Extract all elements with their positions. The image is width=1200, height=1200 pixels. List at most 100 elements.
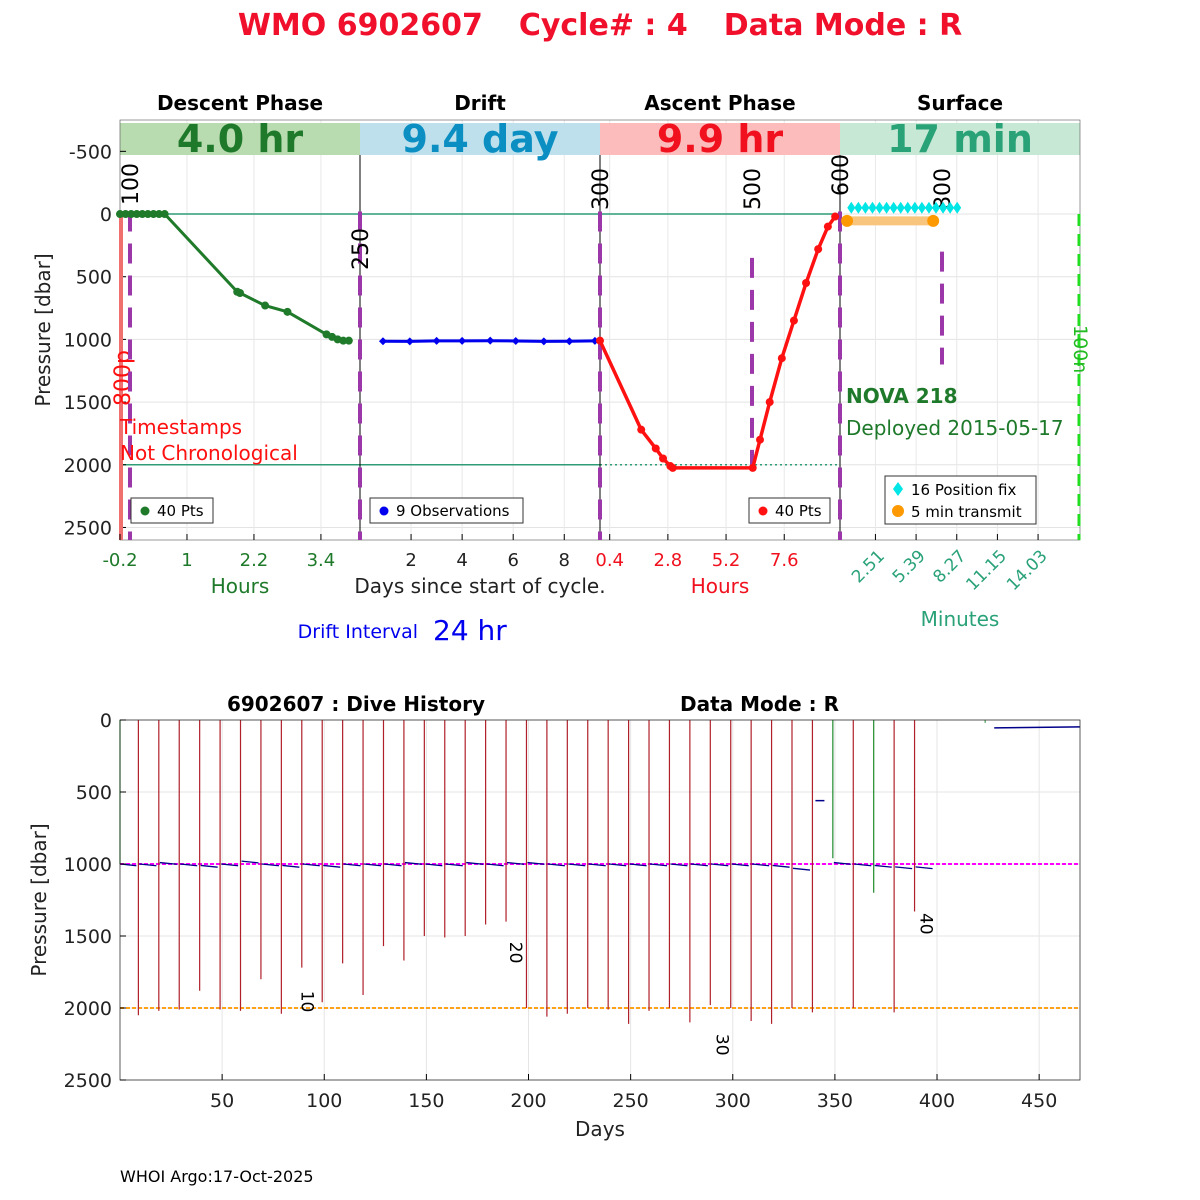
data-point-descent: [116, 210, 124, 219]
x-tick-label-ascent: 2.8: [654, 550, 683, 571]
drift-trace: [915, 866, 933, 870]
y-tick-label: 500: [76, 782, 112, 804]
drift-trace: [649, 863, 668, 867]
data-point-descent: [155, 210, 164, 219]
legend-position-label: 16 Position fix: [911, 481, 1016, 499]
drift-trace: [384, 863, 402, 867]
drift-trace: [895, 866, 913, 870]
y-tick-label: 2500: [64, 517, 112, 539]
annotation-not-chronological: Not Chronological: [120, 441, 298, 465]
title-wmo: WMO 6902607: [238, 8, 483, 43]
footer-credit: WHOI Argo:17-Oct-2025: [120, 1167, 314, 1186]
data-point-ascent: [756, 435, 764, 444]
marker-label-100: 100: [119, 163, 144, 205]
phase-band-surface: [840, 123, 1080, 155]
legend-transmit-symbol: [892, 505, 904, 517]
phase-title-descent: Descent Phase: [157, 91, 323, 115]
data-point-descent: [236, 289, 244, 298]
y-tick-label: 2000: [64, 998, 112, 1020]
drift-trace: [404, 861, 422, 865]
y-tick-label: -500: [69, 141, 112, 163]
plot-frame: [119, 719, 1081, 1081]
legend-descent-symbol: [140, 506, 150, 516]
float-name: NOVA 218: [846, 384, 958, 408]
phase-duration-descent: 4.0 hr: [177, 117, 304, 161]
dive-history-title: 6902607 : Dive History: [227, 692, 485, 716]
x-unit-label-ascent: Hours: [691, 574, 750, 598]
data-point-drift: [432, 336, 441, 345]
legend-position-symbol: [893, 482, 903, 496]
drift-interval-label: Drift Interval: [298, 621, 418, 643]
x-tick-label-drift: 8: [559, 550, 570, 571]
data-point-ascent: [831, 212, 840, 221]
data-point-descent: [339, 336, 348, 345]
data-point-drift: [458, 336, 467, 345]
drift-trace: [241, 860, 259, 864]
data-point-descent: [138, 210, 147, 219]
cycle-label-20: 20: [505, 942, 525, 964]
x-unit-label-surface: Minutes: [921, 607, 1000, 631]
x-tick-label-ascent: 7.6: [770, 550, 799, 571]
dive-history-chart: 10 20 30 40 50 100 150 200 250 300 350 400 450 0 500 10…: [27, 692, 1081, 1141]
data-point-descent: [344, 336, 353, 345]
position-fix-point: [903, 201, 912, 214]
drift-trace: [792, 867, 811, 871]
drift-trace: [302, 863, 320, 867]
left-vertical-label: 800p: [111, 350, 136, 406]
x-tick-label-drift: 4: [456, 550, 467, 571]
x-tick-label-ascent: 0.4: [595, 550, 624, 571]
x-tick-label: 50: [210, 1090, 234, 1112]
x-tick-label-surface: 14.03: [1003, 546, 1052, 595]
cycle-label-40: 40: [916, 913, 936, 935]
drift-trace: [343, 863, 361, 867]
x-tick-label: 300: [715, 1090, 751, 1112]
right-vertical-label: 100n: [1069, 325, 1091, 373]
drift-trace: [261, 863, 280, 867]
main-title: WMO 6902607 Cycle# : 4 Data Mode : R: [238, 8, 962, 43]
data-point-descent: [121, 210, 130, 219]
position-fix-point: [882, 201, 891, 214]
data-point-drift: [511, 337, 520, 346]
drift-trace: [282, 864, 300, 868]
position-fix-point: [847, 201, 856, 214]
marker-label-250: 250: [349, 228, 374, 270]
position-fix-point: [868, 201, 877, 214]
data-point-ascent: [668, 463, 677, 472]
data-point-ascent: [789, 316, 798, 325]
position-fix-point: [917, 201, 926, 214]
y-tick-label: 0: [100, 204, 112, 226]
position-fix-point: [932, 201, 940, 214]
phase-title-drift: Drift: [454, 91, 506, 115]
x-tick-label: 250: [613, 1090, 649, 1112]
marker-label-500: 500: [741, 168, 766, 210]
data-point-ascent: [765, 398, 774, 407]
data-point-drift: [565, 337, 574, 346]
data-point-drift: [539, 337, 548, 346]
phase-title-surface: Surface: [917, 91, 1003, 115]
x-tick-label-drift: 2: [405, 550, 416, 571]
drift-trace: [200, 864, 218, 868]
y-tick-label: 500: [76, 267, 112, 289]
legend-surface-box: [884, 475, 1037, 525]
cycle-label-10: 10: [297, 991, 317, 1013]
x-tick-label: 400: [919, 1090, 955, 1112]
data-point-ascent: [823, 222, 832, 231]
x-tick-label-descent: 3.4: [307, 550, 336, 571]
position-fix-point: [896, 201, 905, 214]
x-tick-label: 350: [817, 1090, 853, 1112]
drift-trace: [425, 863, 443, 867]
position-fix-point: [875, 201, 884, 214]
drift-trace: [629, 863, 647, 867]
drift-trace: [874, 864, 892, 868]
x-tick-label-descent: 1: [181, 550, 192, 571]
drift-trace: [159, 861, 177, 865]
drift-trace: [547, 863, 565, 867]
drift-trace: [670, 863, 688, 867]
phase-duration-ascent: 9.9 hr: [657, 117, 784, 161]
drift-trace: [711, 863, 729, 867]
annotation-timestamps: Timestamps: [119, 415, 242, 439]
phase-band-descent: [120, 123, 360, 155]
drift-trace: [221, 863, 239, 867]
x-tick-label-descent: 2.2: [240, 550, 269, 571]
drift-trace: [588, 863, 606, 867]
